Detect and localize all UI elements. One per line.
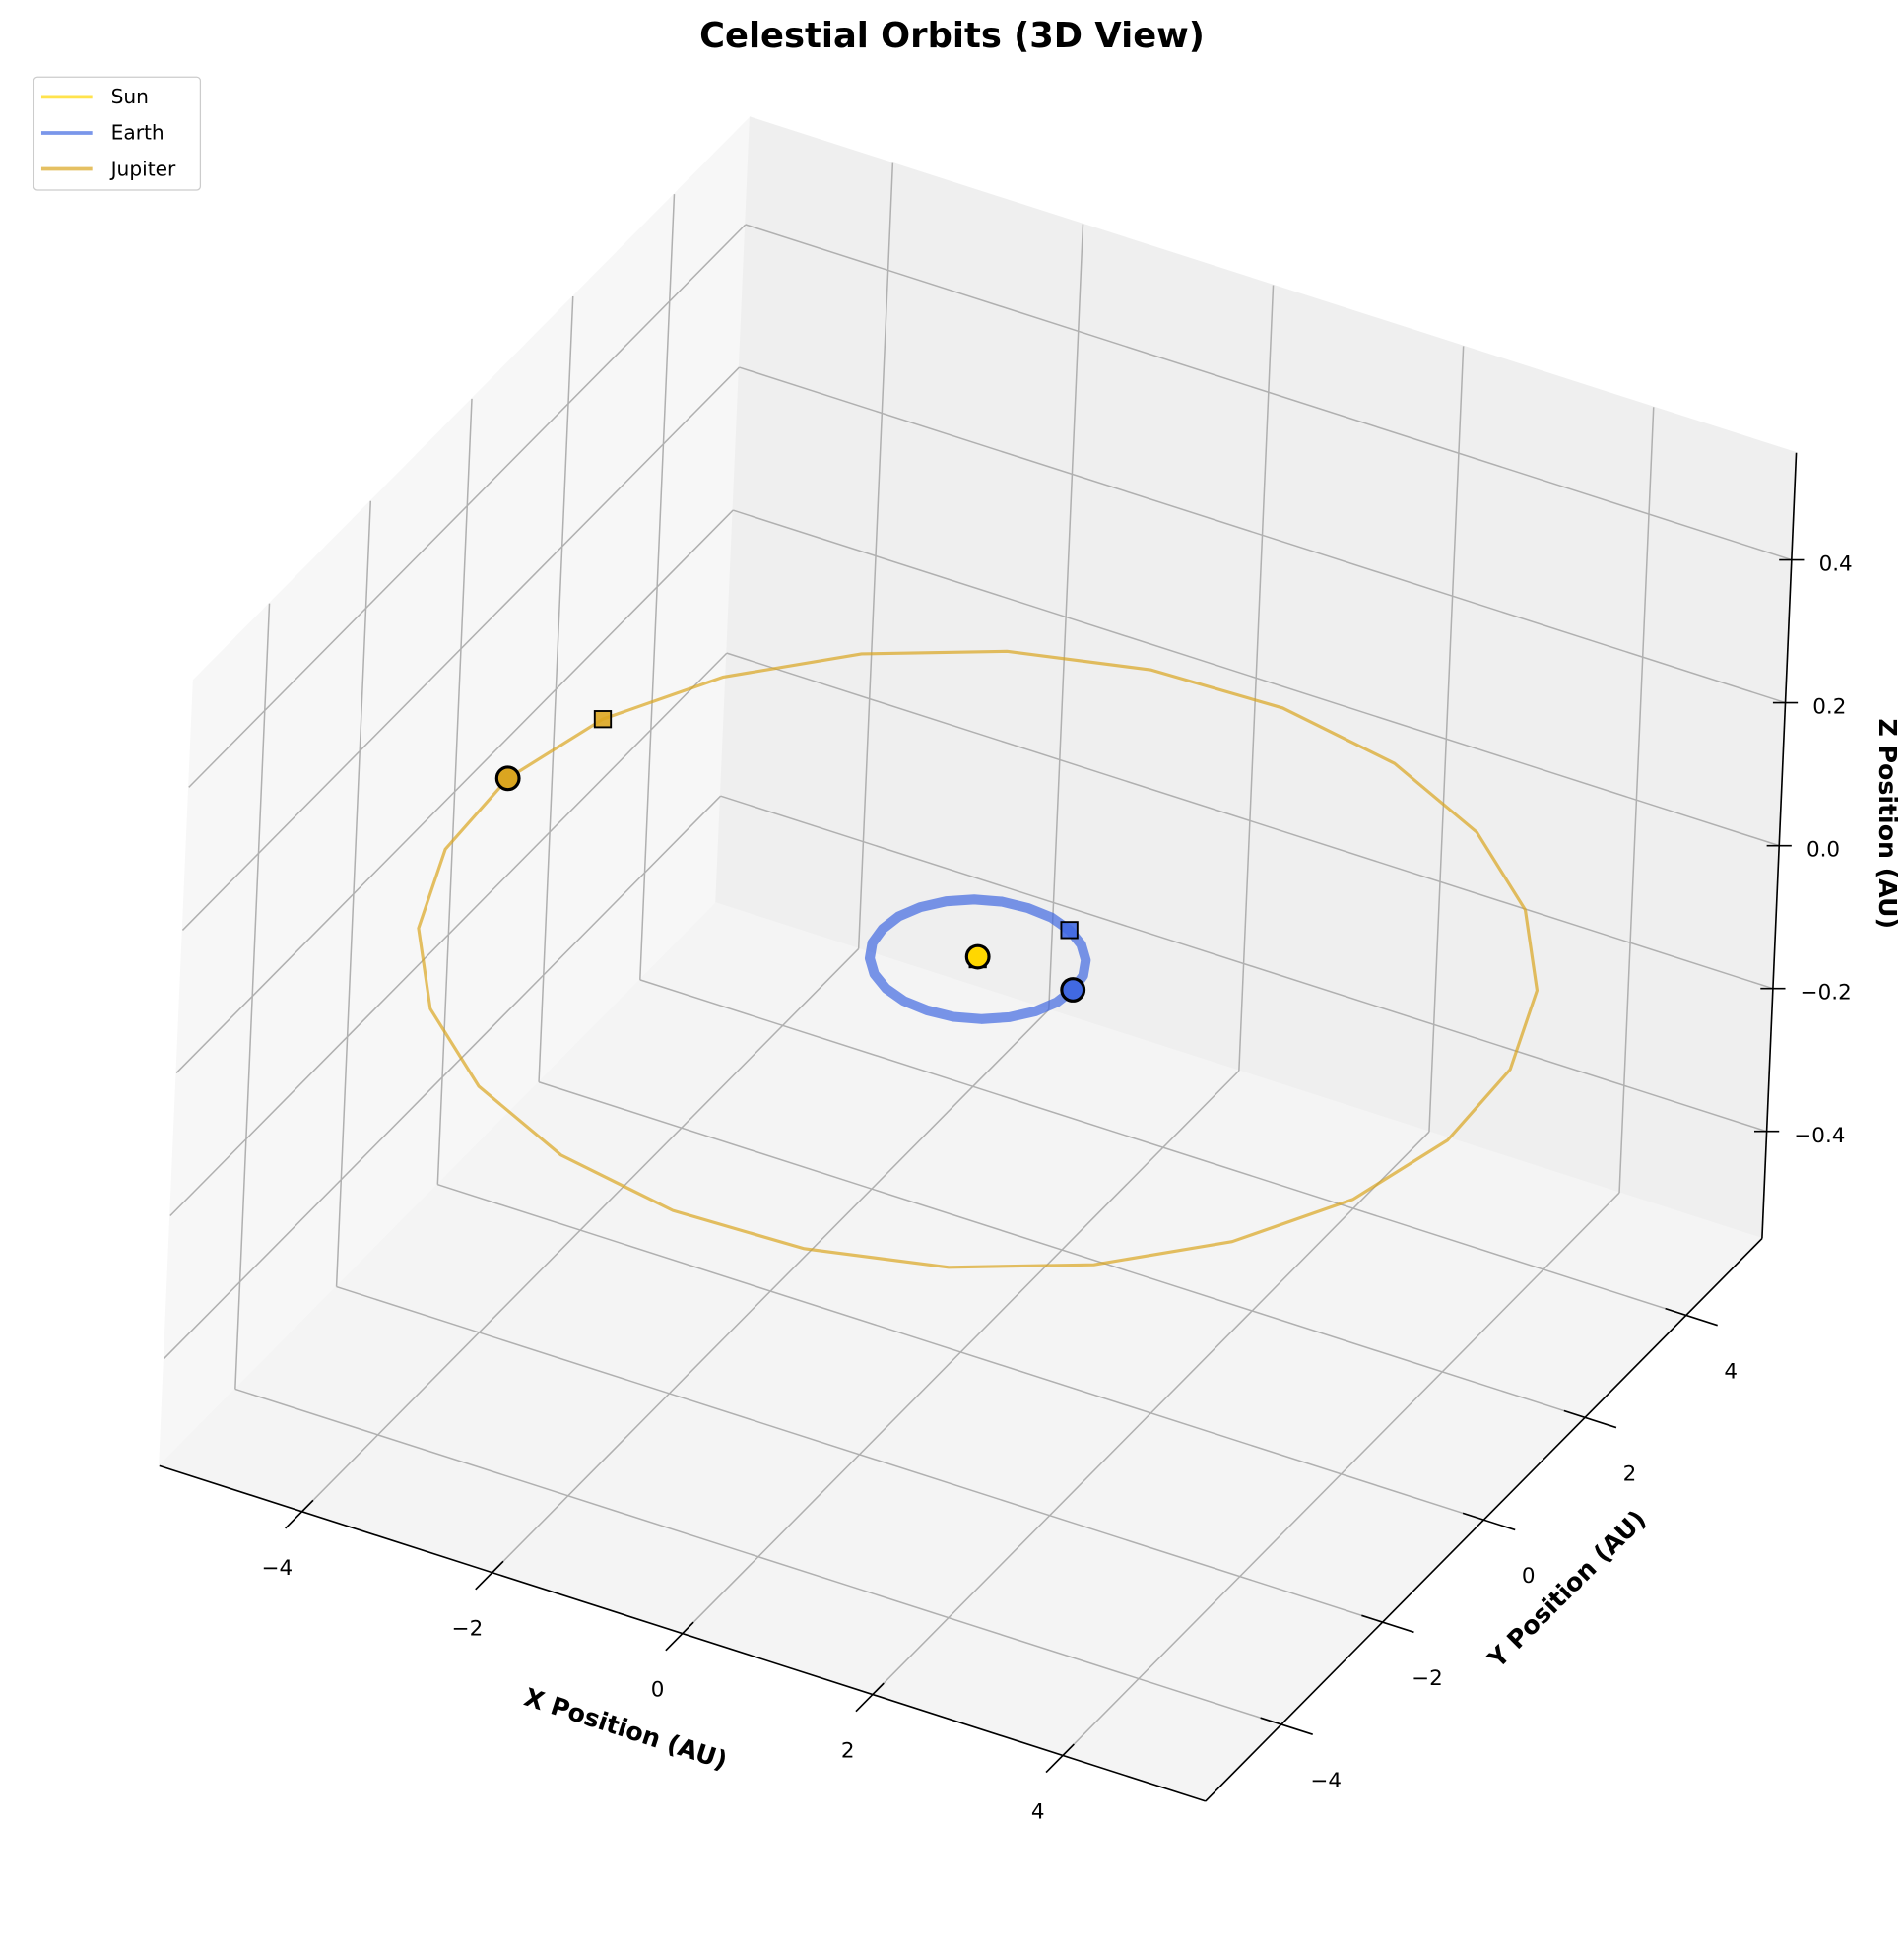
grid-line: [726, 652, 1774, 990]
x-tick-label: 2: [841, 1739, 855, 1764]
grid-line: [175, 509, 734, 1073]
legend: Sun Earth Jupiter: [33, 76, 202, 191]
chart-title: Celestial Orbits (3D View): [699, 16, 1205, 56]
grid-line: [745, 224, 1793, 561]
y-tick-mark: [1665, 1307, 1718, 1327]
legend-box: [33, 76, 202, 191]
z-tick-label: 0.2: [1812, 695, 1846, 720]
x-tick-label: −4: [262, 1556, 294, 1581]
start-marker: [593, 710, 613, 729]
y-tick-label: −4: [1310, 1769, 1342, 1793]
z-tick-label: −0.2: [1801, 981, 1852, 1006]
y-tick-mark: [1361, 1614, 1414, 1634]
grid-line: [181, 366, 741, 931]
grid-line: [538, 1081, 1586, 1419]
x-axis-label: X Position (AU): [521, 1683, 731, 1776]
x-tick-mark: [475, 1560, 504, 1591]
y-tick-mark: [1462, 1512, 1516, 1531]
start-marker: [1060, 921, 1079, 940]
legend-label: Earth: [111, 121, 164, 145]
y-tick-label: 0: [1522, 1564, 1536, 1589]
legend-label: Sun: [111, 85, 149, 108]
grid-line: [163, 795, 722, 1360]
y-tick-label: −2: [1412, 1666, 1443, 1691]
grid-line: [234, 1388, 1282, 1725]
x-tick-mark: [665, 1621, 694, 1652]
end-marker: [494, 765, 521, 792]
grid-line: [188, 224, 747, 788]
y-tick-mark: [1563, 1409, 1617, 1429]
y-tick-label: 2: [1623, 1462, 1637, 1486]
grid-line: [437, 1183, 1484, 1521]
x-tick-mark: [285, 1499, 314, 1529]
y-tick-mark: [1260, 1717, 1313, 1735]
x-tick-mark: [1045, 1743, 1075, 1774]
orbit-line: [417, 649, 1540, 1269]
grid-line: [732, 509, 1780, 847]
legend-label: Jupiter: [109, 157, 176, 180]
grid-line: [639, 979, 1687, 1317]
end-marker: [1060, 977, 1086, 1003]
x-tick-label: 4: [1031, 1799, 1045, 1824]
x-tick-label: −2: [452, 1617, 484, 1642]
grid-line: [739, 366, 1786, 704]
y-axis-label: Y Position (AU): [1482, 1505, 1652, 1674]
grid-line: [336, 1285, 1383, 1623]
z-tick-label: 0.4: [1819, 552, 1853, 577]
grid-line: [169, 652, 728, 1217]
x-tick-label: 0: [651, 1678, 665, 1703]
grid-line: [720, 795, 1767, 1133]
x-tick-mark: [855, 1682, 885, 1713]
orbit-line: [864, 894, 1091, 1024]
z-tick-label: 0.0: [1806, 838, 1840, 863]
y-tick-label: 4: [1724, 1359, 1738, 1384]
z-tick-label: −0.4: [1794, 1124, 1845, 1148]
end-marker: [964, 943, 991, 970]
z-axis-label: Z Position (AU): [1873, 718, 1902, 929]
